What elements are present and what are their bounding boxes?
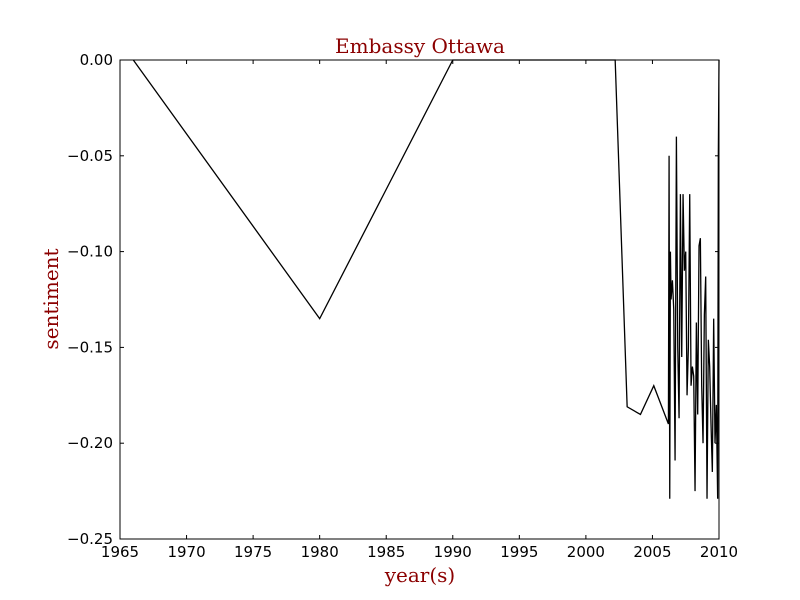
y-tick-label: −0.20 [67,434,113,452]
x-tick-label: 1995 [500,543,538,561]
y-tick-label: −0.15 [67,338,113,356]
y-tick-label: −0.10 [67,243,113,261]
x-tick-label: 1970 [167,543,205,561]
x-axis-label: year(s) [384,563,456,587]
y-axis-label: sentiment [39,248,63,349]
x-tick-label: 2000 [567,543,605,561]
x-tick-label: 1965 [101,543,139,561]
plot-frame [119,59,720,540]
series-line-0 [132,59,720,499]
x-tick-label: 1975 [234,543,272,561]
x-tick-label: 1990 [434,543,472,561]
axis-ticks: 1965 1970 1975 1980 1985 1990 1995 2000 2005 2010… [67,51,738,561]
y-tick-label: −0.05 [67,147,113,165]
y-tick-label: 0.00 [80,51,113,69]
x-tick-label: 1980 [301,543,339,561]
chart-title: Embassy Ottawa [335,34,505,58]
plot-lines [132,59,720,499]
x-tick-label: 2010 [700,543,738,561]
y-tick-label: −0.25 [67,530,113,548]
x-tick-label: 1985 [367,543,405,561]
x-tick-label: 2005 [633,543,671,561]
